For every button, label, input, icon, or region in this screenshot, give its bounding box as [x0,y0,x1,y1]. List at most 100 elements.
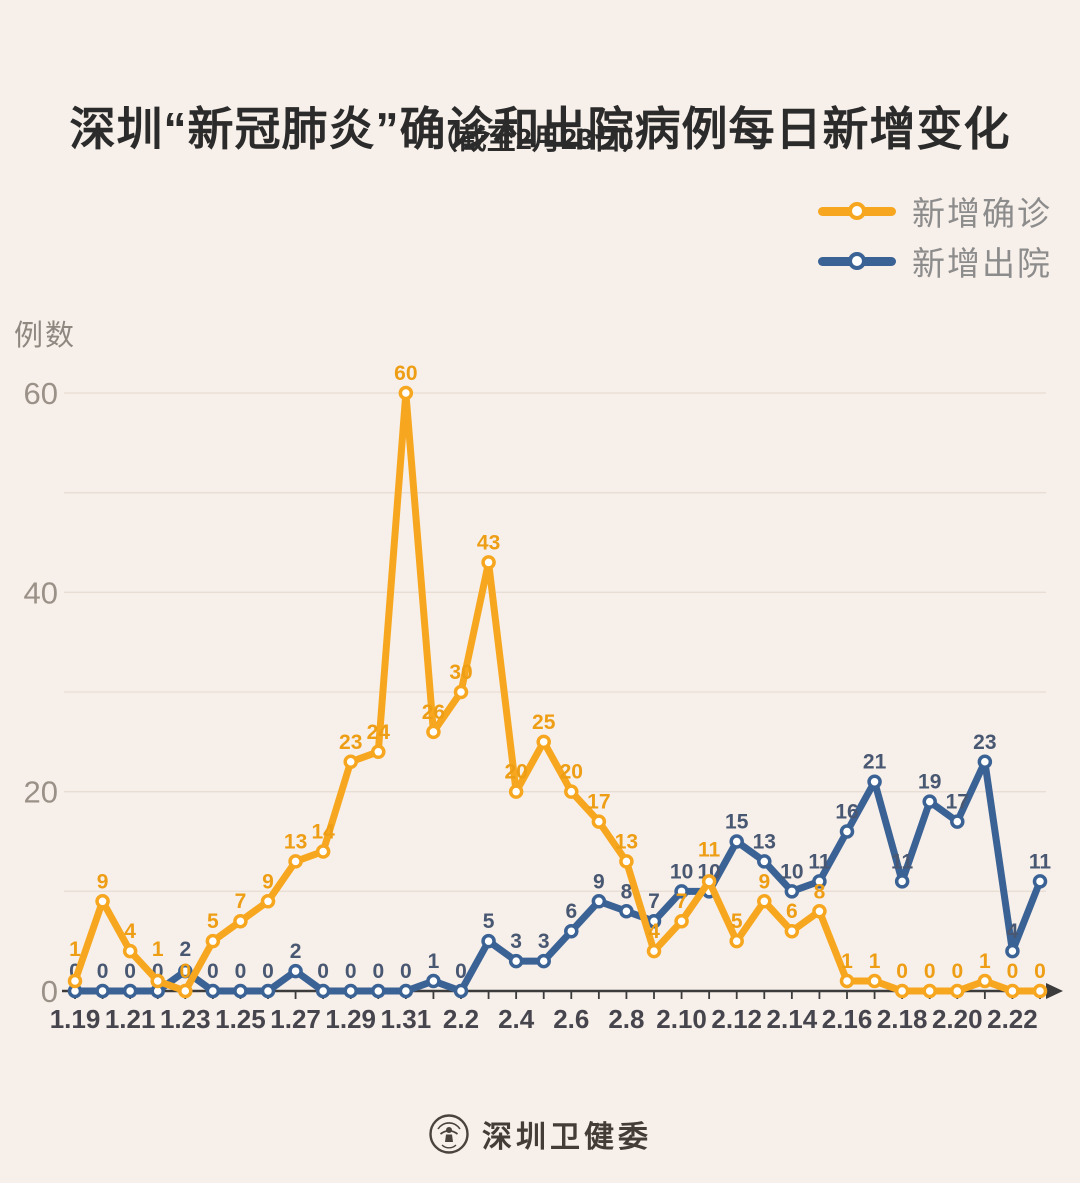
confirmed-data-label: 0 [896,960,908,983]
x-axis-arrow-icon [1046,983,1063,999]
discharged-data-label: 0 [235,960,247,983]
discharged-data-label: 3 [538,930,550,953]
page-subtitle: （截至2月23日） [428,124,652,156]
discharged-data-point [674,884,689,899]
discharged-data-point [315,983,331,999]
discharged-data-point [646,913,662,929]
confirmed-data-point [867,973,882,989]
discharged-data-point [122,983,138,999]
discharged-data-label: 19 [918,771,941,794]
confirmed-data-label: 20 [504,761,527,784]
confirmed-data-label: 1 [152,938,164,961]
confirmed-data-label: 0 [1034,960,1046,983]
confirmed-data-label: 24 [367,721,391,744]
discharged-data-point [288,963,303,979]
confirmed-data-point [371,744,386,760]
confirmed-data-label: 4 [124,920,136,943]
x-tick-label: 2.14 [767,1004,818,1034]
confirmed-data-label: 6 [786,900,798,923]
confirmed-data-point [977,973,993,989]
confirmed-data-label: 13 [284,830,307,853]
confirmed-data-point [343,754,358,770]
confirmed-data-point [260,894,276,909]
discharged-data-point [867,774,882,789]
discharged-data-point [233,983,248,999]
discharged-data-label: 0 [345,960,357,983]
y-tick-label: 40 [24,575,58,610]
confirmed-data-label: 11 [698,838,721,861]
confirmed-data-point [67,973,83,989]
confirmed-data-point [1032,983,1048,999]
discharged-data-point [922,794,937,809]
confirmed-data-point [922,983,937,999]
y-tick-label: 20 [24,775,58,810]
discharged-data-point [619,904,634,919]
discharged-data-point [591,894,607,909]
discharged-data-label: 7 [648,890,660,913]
discharged-data-label: 10 [670,860,693,883]
confirmed-data-point [591,814,607,829]
discharged-data-point [481,933,496,949]
discharged-data-point [564,923,579,939]
discharged-data-point [178,963,193,979]
discharged-data-label: 21 [863,751,887,774]
x-tick-label: 1.31 [381,1004,432,1034]
discharged-data-label: 5 [483,910,495,933]
footer: 深圳卫健委 [0,1112,1080,1156]
x-tick-label: 1.29 [325,1004,376,1034]
discharged-data-label: 13 [753,830,776,853]
discharged-data-point [950,814,965,829]
x-tick-label: 2.22 [987,1004,1038,1034]
confirmed-data-label: 7 [676,890,688,913]
confirmed-data-label: 1 [979,950,991,973]
confirmed-data-point [288,854,303,869]
discharged-data-label: 2 [179,938,191,961]
x-tick-label: 2.12 [711,1004,762,1034]
discharged-data-point [536,953,551,969]
discharged-data-label: 0 [97,960,109,983]
x-tick-label: 2.20 [932,1004,983,1034]
source-label: 深圳卫健委 [482,1121,652,1154]
confirmed-data-label: 60 [394,362,417,385]
confirmed-data-point [619,854,634,869]
confirmed-legend-label: 新增确诊 [912,195,1052,232]
confirmed-data-label: 1 [841,950,853,973]
confirmed-data-point [453,684,469,700]
discharged-legend-marker-icon [818,252,896,270]
confirmed-data-label: 23 [339,731,362,754]
x-tick-label: 2.18 [877,1004,928,1034]
x-tick-label: 1.25 [215,1004,266,1034]
discharged-data-point [508,953,524,969]
confirmed-data-point [536,734,551,750]
discharged-data-point [1032,874,1048,889]
confirmed-data-label: 1 [69,938,81,961]
discharged-data-label: 3 [510,930,522,953]
discharged-data-point [453,983,469,999]
discharged-data-label: 0 [207,960,219,983]
confirmed-data-point [784,923,800,939]
confirmed-data-label: 43 [477,531,500,554]
x-tick-label: 1.23 [160,1004,211,1034]
discharged-data-label: 2 [290,940,302,963]
discharged-data-label: 0 [262,960,274,983]
confirmed-data-label: 0 [1007,960,1019,983]
confirmed-data-point [95,894,110,909]
confirmed-data-point [894,983,910,999]
confirmed-data-point [233,913,248,929]
discharged-data-label: 4 [1007,920,1019,943]
discharged-data-point [343,983,358,999]
discharged-data-point [729,834,744,849]
discharged-data-label: 8 [621,880,633,903]
confirmed-data-label: 13 [615,830,638,853]
x-tick-label: 2.8 [608,1004,644,1034]
discharged-data-point [757,854,772,869]
confirmed-data-label: 25 [532,711,556,734]
discharged-data-label: 0 [317,960,329,983]
x-tick-label: 2.16 [822,1004,873,1034]
confirmed-data-point [950,983,965,999]
confirmed-legend-marker-icon [818,202,896,220]
confirmed-data-point [150,973,165,989]
confirmed-data-label: 0 [179,960,191,983]
legend: 新增确诊 新增出院 [818,192,1052,282]
discharged-data-label: 16 [835,801,858,824]
